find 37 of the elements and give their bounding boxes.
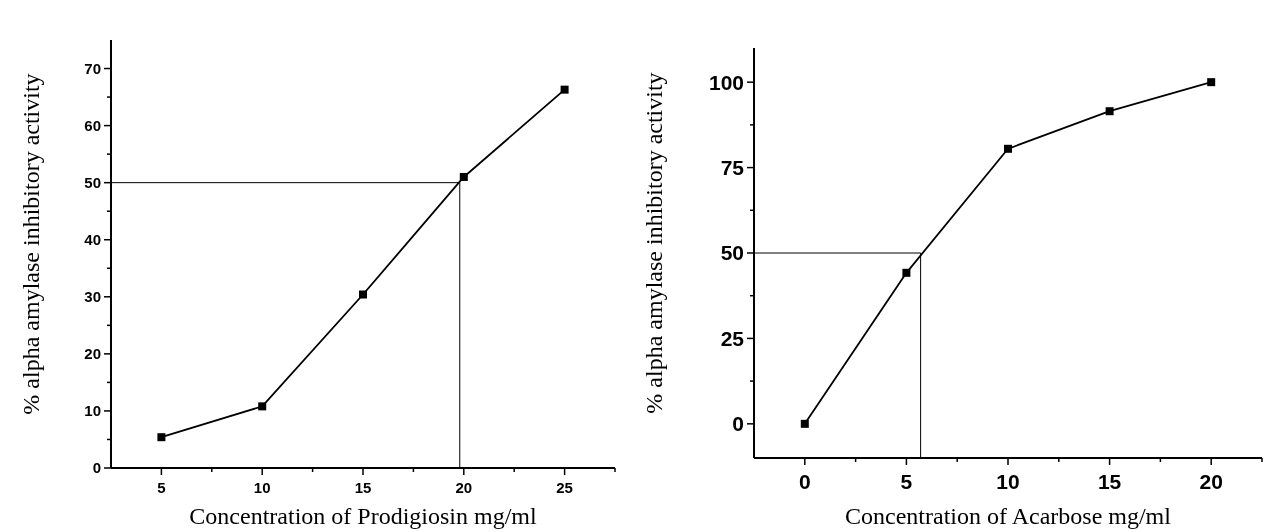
x-tick-label: 20 bbox=[1199, 470, 1223, 493]
point bbox=[359, 290, 367, 299]
y-tick-label: 30 bbox=[84, 288, 101, 306]
x-tick-label: 15 bbox=[1097, 470, 1122, 493]
point bbox=[800, 419, 809, 428]
y-tick-label: 0 bbox=[92, 459, 101, 477]
y-tick-label: 10 bbox=[84, 402, 101, 420]
x-tick-label: 25 bbox=[556, 479, 573, 496]
y-tick-label: 20 bbox=[84, 345, 101, 363]
y-tick-label: 60 bbox=[84, 116, 101, 134]
point bbox=[1004, 144, 1012, 153]
y-tick-label: 50 bbox=[720, 241, 744, 265]
y-tick-label: 50 bbox=[84, 173, 101, 191]
y-tick-label: 70 bbox=[84, 59, 101, 77]
point bbox=[560, 85, 569, 94]
y-tick-label: 75 bbox=[720, 155, 745, 179]
point bbox=[459, 172, 468, 181]
x-axis-title: Concentration of Prodigiosin mg/ml bbox=[189, 503, 537, 529]
point bbox=[157, 433, 166, 442]
x-tick-label: 15 bbox=[354, 479, 372, 496]
x-tick-label: 5 bbox=[900, 470, 913, 493]
y-axis-title: % alpha amylase inhibitory activity bbox=[641, 72, 667, 414]
point bbox=[1105, 107, 1114, 116]
y-axis-title: % alpha amylase inhibitory activity bbox=[18, 73, 44, 415]
y-tick-label: 100 bbox=[708, 70, 744, 94]
y-tick-label: 0 bbox=[732, 412, 744, 436]
point bbox=[1207, 78, 1216, 87]
x-tick-label: 10 bbox=[253, 479, 271, 496]
x-tick-label: 20 bbox=[455, 479, 473, 496]
x-tick-label: 10 bbox=[996, 470, 1020, 493]
y-tick-label: 25 bbox=[720, 326, 745, 350]
x-tick-label: 5 bbox=[157, 479, 166, 496]
x-tick-label: 0 bbox=[798, 470, 811, 493]
x-axis-title: Concentration of Acarbose mg/ml bbox=[845, 503, 1172, 529]
point bbox=[258, 402, 267, 411]
y-tick-label: 40 bbox=[84, 230, 101, 248]
point bbox=[902, 268, 911, 277]
